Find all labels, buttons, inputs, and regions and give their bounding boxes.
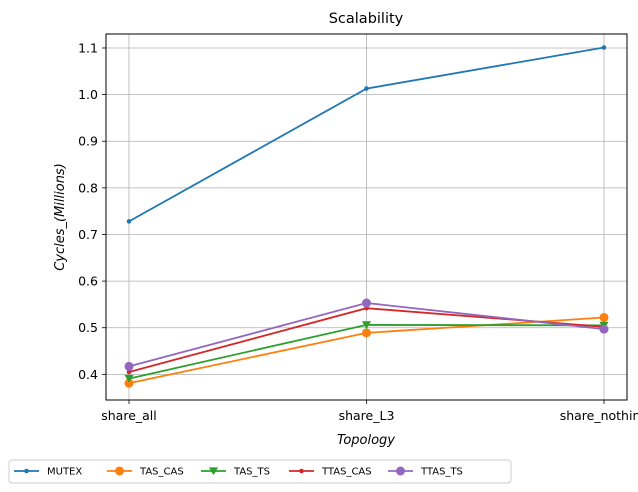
y-tick-label: 1.0 [78, 87, 98, 102]
y-tick-label: 0.5 [78, 320, 98, 335]
y-axis-label: Cycles_(Millions) [53, 163, 68, 271]
legend-frame [8, 459, 512, 484]
series-tas-ts-marker [361, 321, 372, 330]
y-tick-label: 0.9 [78, 134, 98, 149]
x-tick-label: share_L3 [339, 408, 395, 423]
legend-item-tas-cas-label: TAS_CAS [139, 467, 184, 478]
legend-item-tas-cas-marker [115, 466, 124, 476]
legend-item-ttas-cas-marker [299, 468, 304, 474]
x-tick-label: share_all [101, 408, 157, 423]
series-group [124, 45, 609, 388]
axis-ticks: share_all share_L3 share_nothing 0.4 0.5 0.6 0… [78, 40, 638, 423]
legend-item-ttas-ts-marker [396, 466, 405, 476]
y-tick-label: 0.4 [78, 367, 98, 382]
legend-item-mutex-marker [24, 468, 29, 474]
series-tas-cas-marker [362, 328, 371, 338]
legend-item-tas-ts: TAS_TS [201, 467, 270, 478]
legend-item-tas-ts-marker [208, 467, 219, 476]
legend-item-ttas-ts: TTAS_TS [388, 466, 463, 478]
legend-item-ttas-cas-label: TTAS_CAS [321, 467, 372, 478]
legend-item-mutex-label: MUTEX [47, 467, 82, 478]
x-tick-label: share_nothing [560, 408, 638, 423]
series-tas-cas [124, 312, 609, 388]
series-mutex [126, 45, 607, 224]
legend-item-mutex: MUTEX [14, 467, 82, 478]
series-ttas-ts-marker [599, 324, 609, 334]
y-tick-label: 0.6 [78, 274, 98, 289]
series-tas-cas-marker [599, 312, 609, 322]
series-ttas-ts [124, 298, 609, 371]
series-ttas-ts-marker [362, 298, 371, 308]
series-mutex-marker [364, 86, 369, 91]
series-tas-ts-marker [124, 374, 134, 383]
y-tick-label: 1.1 [78, 40, 98, 55]
y-tick-label: 0.8 [78, 180, 98, 195]
legend: MUTEX TAS_CAS TAS_TS TTAS_CAS TTAS_TS [8, 459, 512, 484]
y-tick-label: 0.7 [78, 227, 98, 242]
chart-title: Scalability [329, 11, 404, 27]
series-ttas-ts-marker [124, 361, 134, 371]
legend-item-tas-cas: TAS_CAS [107, 466, 184, 478]
series-mutex-marker [126, 219, 132, 224]
series-tas-cas-marker [124, 378, 134, 388]
x-axis-label: Topology [337, 433, 395, 448]
legend-item-tas-ts-label: TAS_TS [233, 467, 270, 478]
legend-item-ttas-cas: TTAS_CAS [289, 467, 372, 478]
legend-item-ttas-ts-label: TTAS_TS [420, 467, 463, 478]
series-ttas-cas-marker [126, 369, 132, 375]
series-mutex-marker [601, 45, 607, 50]
